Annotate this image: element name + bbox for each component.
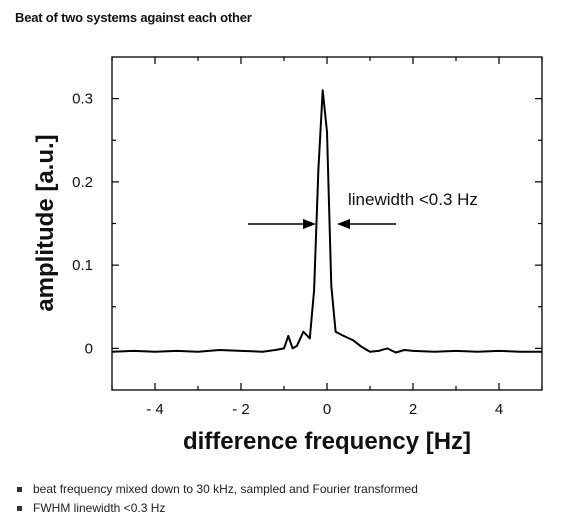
x-tick-label: 2 [409,401,417,418]
left-arrow-head [303,219,316,229]
page-heading: Beat of two systems against each other [15,10,252,25]
spectrum-chart: - 4 - 2 0 2 4 0 0.1 0.2 0.3 linewidth <0.3 Hz d… [32,56,543,455]
bullet-icon [17,487,22,492]
bullet-icon [17,506,22,511]
linewidth-annotation: linewidth <0.3 Hz [348,190,478,209]
y-tick-labels: 0 0.1 0.2 0.3 [72,91,93,358]
series-line [112,89,542,354]
note-item: FWHM linewidth <0.3 Hz [15,499,418,518]
note-text: FWHM linewidth <0.3 Hz [33,501,166,515]
x-tick-label: - 2 [232,401,250,418]
y-axis-label: amplitude [a.u.] [32,134,59,311]
right-arrow-head [337,219,350,229]
y-tick-label: 0.3 [72,91,93,108]
x-tick-label: 0 [323,401,331,418]
ticks-layer [111,57,543,390]
y-tick-label: 0 [85,340,93,357]
notes-list: beat frequency mixed down to 30 kHz, sam… [15,480,418,518]
linewidth-arrows [248,219,396,229]
x-tick-labels: - 4 - 2 0 2 4 [146,401,503,418]
x-axis-label: difference frequency [Hz] [183,428,471,455]
y-tick-label: 0.2 [72,174,93,191]
x-tick-label: 4 [495,401,503,418]
plot-frame [111,56,543,391]
note-text: beat frequency mixed down to 30 kHz, sam… [33,482,418,496]
y-tick-label: 0.1 [72,257,93,274]
note-item: beat frequency mixed down to 30 kHz, sam… [15,480,418,499]
x-tick-label: - 4 [146,401,164,418]
